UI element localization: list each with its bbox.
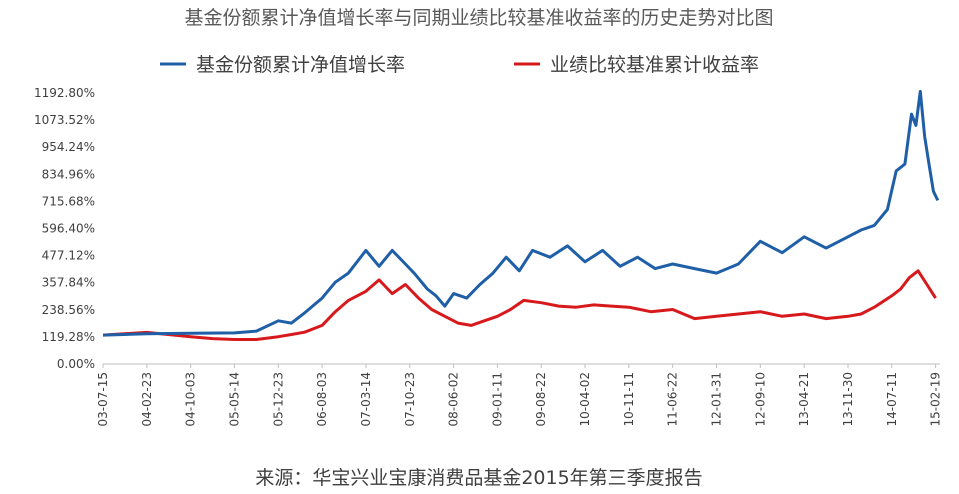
legend: 基金份额累计净值增长率 业绩比较基准累计收益率 (160, 54, 759, 76)
y-tick-label: 357.84% (42, 276, 95, 290)
x-tick-label: 15-02-19 (929, 372, 943, 426)
y-tick-label: 1073.52% (34, 113, 95, 127)
x-tick-label: 04-10-03 (184, 372, 198, 426)
x-tick-label: 08-06-02 (447, 372, 461, 426)
y-tick-label: 715.68% (42, 194, 95, 208)
y-tick-label: 477.12% (42, 249, 95, 263)
x-tick-label: 07-10-23 (403, 372, 417, 426)
x-axis: 03-07-15 04-02-23 04-10-03 05-05-14 05-12-23… (96, 364, 943, 426)
y-tick-label: 954.24% (42, 140, 95, 154)
y-tick-label: 1192.80% (34, 86, 95, 100)
x-tick-label: 03-07-15 (96, 372, 110, 426)
y-tick-label: 238.56% (42, 303, 95, 317)
x-tick-label: 12-01-31 (710, 372, 724, 426)
x-tick-label: 06-08-03 (315, 372, 329, 426)
x-tick-label: 09-01-11 (490, 372, 504, 426)
x-tick-label: 11-06-22 (666, 372, 680, 426)
x-tick-label: 09-08-22 (534, 372, 548, 426)
y-axis: 0.00% 119.28% 238.56% 357.84% 477.12% 596.40%… (34, 86, 95, 371)
series-group (102, 89, 940, 341)
series-line-nav (102, 89, 940, 337)
legend-label-nav: 基金份额累计净值增长率 (196, 54, 405, 76)
series-line-benchmark (102, 269, 937, 341)
legend-label-benchmark: 业绩比较基准累计收益率 (550, 54, 759, 76)
y-tick-label: 0.00% (57, 357, 95, 371)
y-tick-label: 834.96% (42, 167, 95, 181)
x-tick-label: 07-03-14 (359, 372, 373, 426)
y-tick-label: 596.40% (42, 222, 95, 236)
x-tick-label: 13-04-21 (797, 372, 811, 426)
chart-source: 来源：华宝兴业宝康消费品基金2015年第三季度报告 (255, 467, 702, 489)
y-tick-label: 119.28% (42, 330, 95, 344)
x-tick-label: 05-12-23 (271, 372, 285, 426)
x-tick-label: 12-09-10 (753, 372, 767, 426)
chart-title: 基金份额累计净值增长率与同期业绩比较基准收益率的历史走势对比图 (184, 7, 773, 29)
x-tick-label: 05-05-14 (227, 372, 241, 426)
x-tick-label: 13-11-30 (841, 372, 855, 426)
x-tick-label: 10-04-02 (578, 372, 592, 426)
x-tick-label: 10-11-11 (622, 372, 636, 426)
x-tick-label: 04-02-23 (140, 372, 154, 426)
x-tick-label: 14-07-11 (885, 372, 899, 426)
